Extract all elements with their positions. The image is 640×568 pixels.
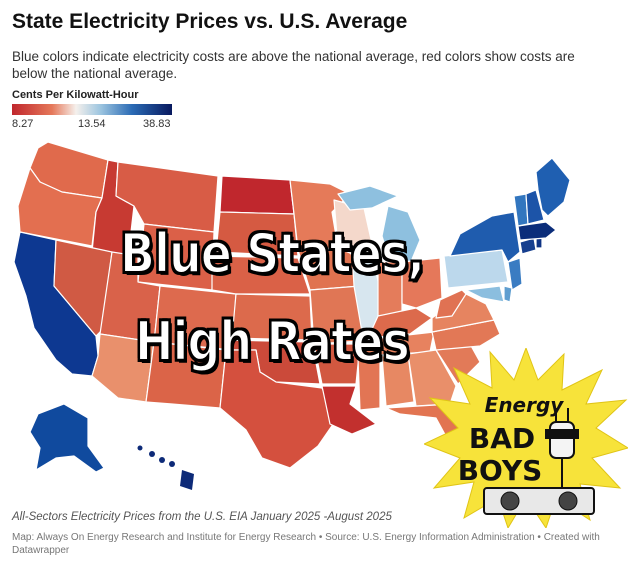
logo-word-boys: BOYS (458, 454, 543, 487)
legend-title: Cents Per Kilowatt-Hour (12, 89, 139, 101)
state-delaware (503, 285, 513, 303)
legend-mid-label: 13.54 (78, 118, 106, 130)
legend-min-label: 8.27 (12, 118, 34, 130)
state-louisiana (321, 385, 377, 435)
state-west-virginia (435, 289, 467, 319)
state-ohio (401, 257, 443, 309)
footer-caption: All-Sectors Electricity Prices from the … (12, 511, 392, 523)
state-rhode-island (535, 237, 543, 249)
state-kansas (231, 293, 313, 341)
state-maine (535, 157, 571, 217)
state-texas (219, 349, 337, 469)
state-hawaii (137, 445, 194, 490)
state-new-jersey (507, 257, 523, 291)
state-nevada (53, 239, 113, 337)
state-minnesota (289, 179, 351, 251)
plug-character-icon (545, 408, 579, 488)
us-states-map (13, 141, 571, 490)
chart-subtitle: Blue colors indicate electricity costs a… (12, 49, 575, 81)
state-michigan-upper (337, 185, 399, 211)
state-alaska (29, 403, 105, 473)
overlay-headline-line2: High Rates (134, 309, 410, 374)
logo-word-energy: Energy (485, 393, 565, 417)
state-georgia (407, 349, 457, 407)
chart-title: State Electricity Prices vs. U.S. Averag… (12, 10, 408, 33)
state-new-york (449, 211, 521, 263)
turntable-disc-left (500, 491, 520, 511)
state-arkansas (313, 343, 361, 385)
overlay-headline-line1: Blue States, (119, 221, 426, 286)
footer-source: Map: Always On Energy Research and Insti… (12, 532, 600, 556)
legend-max-label: 38.83 (143, 118, 171, 130)
state-new-hampshire (525, 189, 545, 225)
logo-word-bad: BAD (469, 422, 535, 455)
state-south-dakota (215, 211, 299, 257)
state-north-dakota (219, 175, 295, 215)
state-alabama (381, 353, 415, 407)
state-maryland (465, 285, 505, 303)
turntable-disc-right (558, 491, 578, 511)
state-mississippi (357, 355, 381, 411)
state-nebraska (211, 255, 311, 295)
legend-gradient (12, 104, 172, 115)
state-kentucky (367, 307, 433, 339)
state-massachusetts (517, 221, 557, 241)
state-new-mexico (145, 341, 227, 409)
energy-bad-boys-logo: Energy BAD BOYS (424, 348, 628, 528)
